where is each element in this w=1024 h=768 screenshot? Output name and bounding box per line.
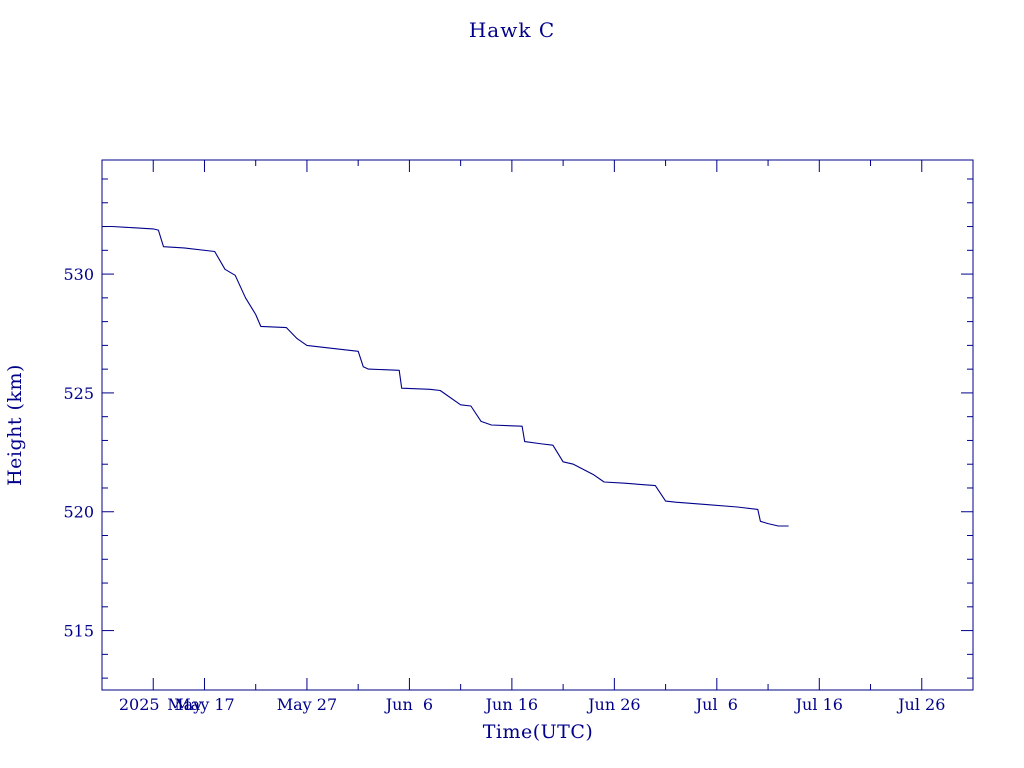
x-tick-label: Jul 26 [896, 695, 945, 714]
x-tick-label: Jul 16 [794, 695, 843, 714]
x-tick-label: Jun 6 [384, 695, 433, 714]
x-tick-label: Jun 26 [586, 695, 640, 714]
y-tick-label: 515 [63, 622, 94, 641]
x-tick-label: Jul 6 [694, 695, 738, 714]
plot-frame [101, 159, 974, 691]
y-tick-label: 530 [63, 265, 94, 284]
y-axis-label: Height (km) [4, 364, 26, 486]
x-axis-label: Time(UTC) [483, 721, 594, 743]
x-tick-label-month: May [167, 695, 202, 714]
y-tick-label: 520 [63, 503, 94, 522]
y-tick-label: 525 [63, 384, 94, 403]
series-layer [102, 225, 789, 527]
x-tick-label: May 27 [277, 695, 337, 714]
chart-title: Hawk C [469, 18, 555, 42]
x-tick-label: Jun 16 [484, 695, 538, 714]
series-line-height [102, 225, 789, 527]
x-tick-label: May 17 [174, 695, 234, 714]
x-tick-label: 2025 [119, 695, 160, 714]
y-axis: 515 520 525 530 [63, 178, 973, 679]
